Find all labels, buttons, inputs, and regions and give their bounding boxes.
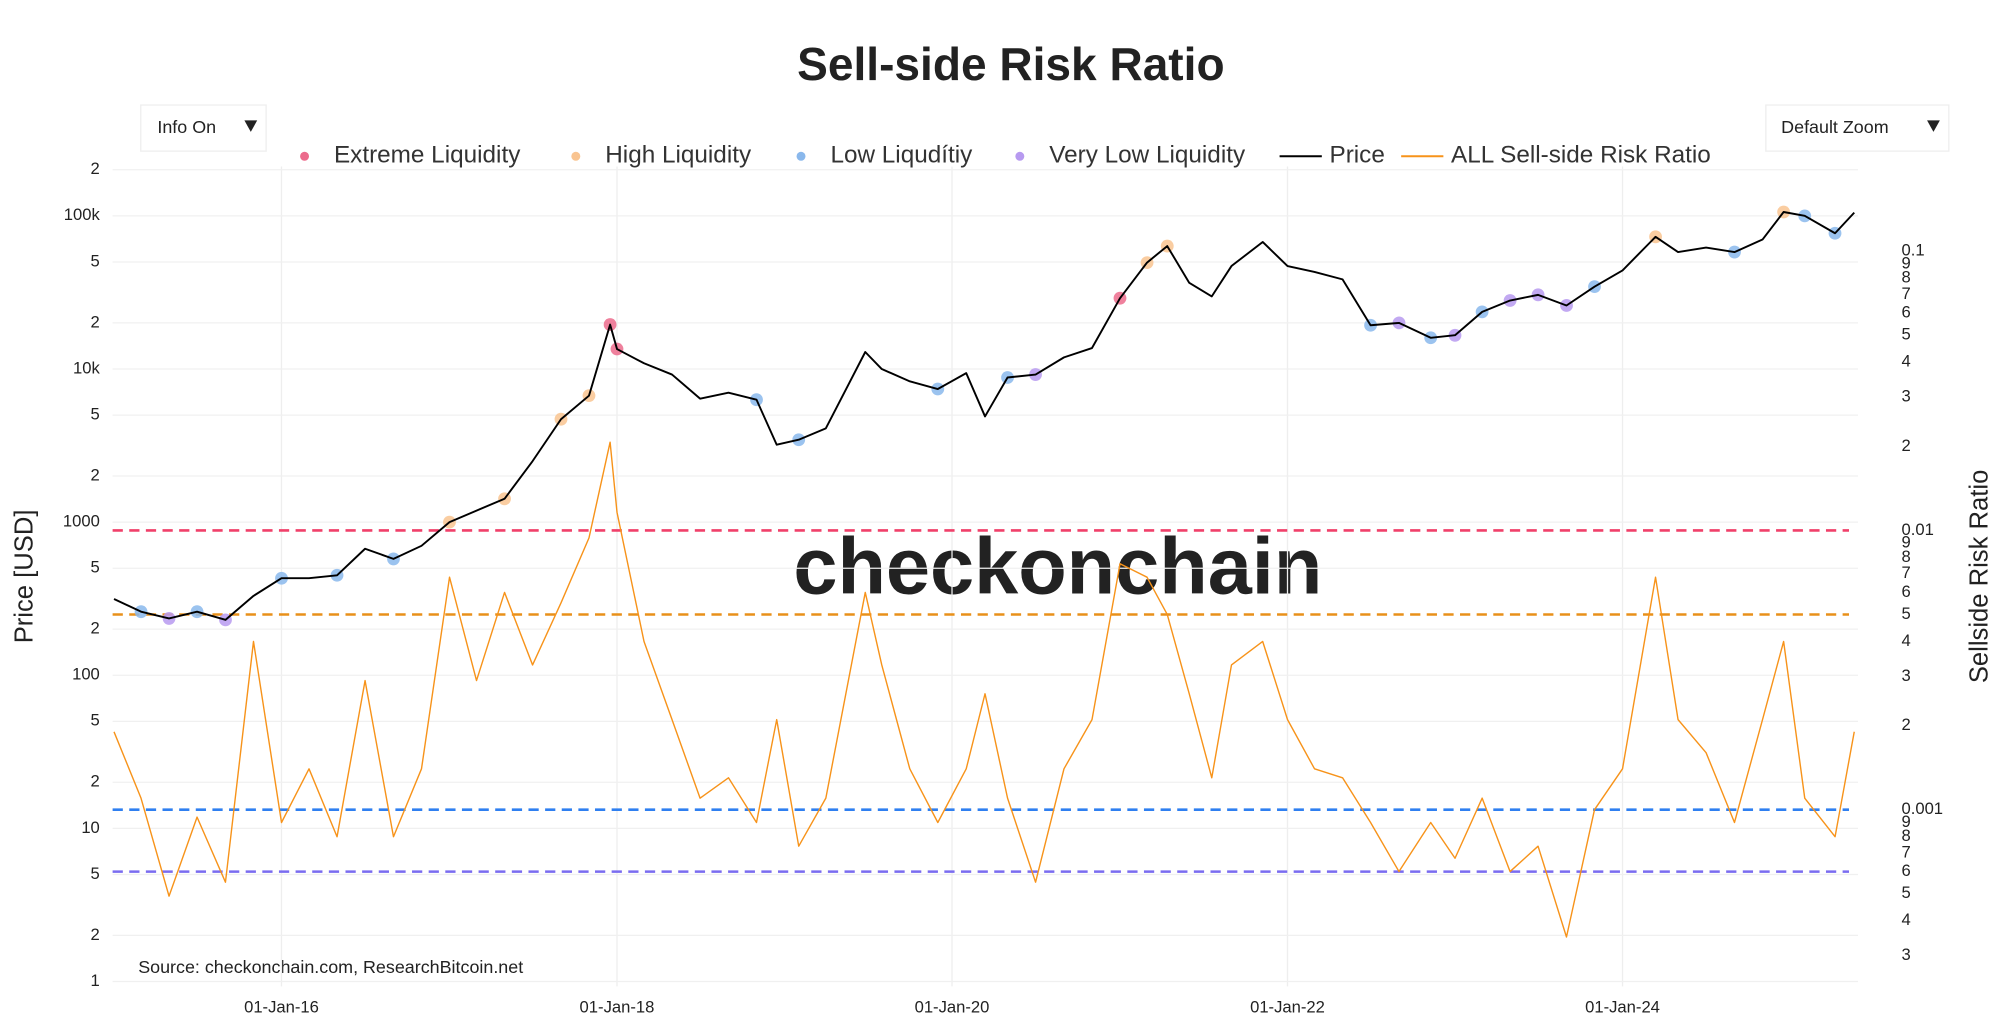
y2-tick-label: 9 [1901, 812, 1910, 831]
y-tick-label: 2 [91, 772, 100, 791]
y-axis-label: Price [USD] [10, 510, 38, 644]
y-tick-label: 10 [81, 818, 99, 837]
legend-label: Extreme Liquidity [334, 142, 521, 169]
x-tick-label: 01-Jan-24 [1585, 997, 1660, 1016]
y-tick-label: 100k [64, 205, 101, 224]
y2-tick-label: 8 [1901, 826, 1910, 845]
y2-tick-label: 6 [1901, 861, 1910, 880]
y-tick-label: 5 [91, 404, 100, 423]
y-tick-label: 100 [72, 665, 100, 684]
y2-tick-label: 6 [1901, 303, 1910, 322]
y-tick-label: 5 [91, 864, 100, 883]
y2-tick-label: 5 [1901, 883, 1910, 902]
y2-tick-label: 7 [1901, 563, 1910, 582]
y-tick-label: 2 [91, 619, 100, 638]
y2-tick-label: 4 [1901, 910, 1910, 929]
y2-tick-label: 7 [1901, 842, 1910, 861]
legend-marker [1015, 151, 1025, 161]
y2-tick-label: 5 [1901, 325, 1910, 344]
y2-tick-label: 9 [1901, 253, 1910, 272]
y2-tick-label: 2 [1901, 436, 1910, 455]
dropdown-arrow[interactable] [1927, 120, 1940, 132]
y-tick-label: 2 [91, 312, 100, 331]
y2-tick-label: 5 [1901, 604, 1910, 623]
legend-label: ALL Sell-side Risk Ratio [1451, 142, 1711, 169]
y2-tick-label: 0.001 [1901, 799, 1943, 818]
y2-tick-label: 2 [1901, 715, 1910, 734]
y2-tick-label: 3 [1901, 945, 1910, 964]
y2-axis-label: Sellside Risk Ratio [1966, 470, 1994, 683]
zoom-button-label[interactable]: Default Zoom [1781, 117, 1888, 137]
y-tick-label: 5 [91, 251, 100, 270]
legend-label: Price [1329, 142, 1384, 169]
y2-tick-label: 6 [1901, 582, 1910, 601]
info-button-box[interactable] [140, 104, 267, 152]
x-tick-label: 01-Jan-16 [244, 997, 319, 1016]
series-line [113, 441, 1855, 938]
zoom-button-box[interactable] [1765, 104, 1950, 152]
y2-tick-label: 4 [1901, 631, 1910, 650]
zoom-button[interactable]: Default Zoom [1765, 104, 1950, 152]
y2-tick-label: 3 [1901, 666, 1910, 685]
y2-tick-label: 7 [1901, 284, 1910, 303]
dropdown-arrow[interactable] [244, 120, 258, 132]
legend-label: High Liquidity [605, 142, 752, 169]
y-tick-label: 2 [91, 159, 100, 178]
info-button-label[interactable]: Info On [157, 117, 216, 137]
y2-tick-label: 3 [1901, 387, 1910, 406]
chart-title: Sell-side Risk Ratio [797, 38, 1224, 90]
x-tick-label: 01-Jan-18 [580, 997, 655, 1016]
legend-marker [300, 151, 310, 161]
legend-marker [796, 151, 806, 161]
y2-tick-label: 8 [1901, 268, 1910, 287]
y-tick-label: 5 [91, 558, 100, 577]
source-note: Source: checkonchain.com, ResearchBitcoi… [138, 957, 523, 977]
y2-tick-label: 4 [1901, 352, 1910, 371]
x-tick-label: 01-Jan-20 [915, 997, 990, 1016]
y-tick-label: 10k [73, 358, 100, 377]
x-tick-label: 01-Jan-22 [1250, 997, 1325, 1016]
y2-tick-label: 0.01 [1901, 520, 1933, 539]
y-tick-label: 1 [91, 971, 100, 990]
y-tick-label: 5 [91, 711, 100, 730]
legend-marker [571, 151, 581, 161]
legend-label: Very Low Liquidity [1049, 142, 1246, 169]
y2-tick-label: 8 [1901, 547, 1910, 566]
y2-tick-label: 0.1 [1901, 241, 1924, 260]
legend-label: Low Liqudítiy [830, 142, 973, 169]
info-button[interactable]: Info On [140, 104, 267, 152]
y-tick-label: 2 [91, 465, 100, 484]
y-tick-label: 2 [91, 925, 100, 944]
watermark: checkonchain [793, 522, 1322, 611]
y2-tick-label: 9 [1901, 533, 1910, 552]
y-tick-label: 1000 [63, 512, 100, 531]
series-line [113, 211, 1855, 621]
